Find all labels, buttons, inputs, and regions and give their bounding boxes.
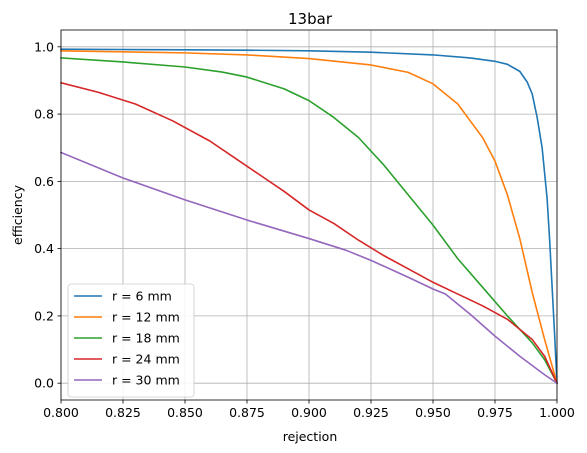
series-lines <box>59 48 559 385</box>
series-line-1 <box>60 48 558 385</box>
chart-title: 13bar <box>288 10 333 28</box>
legend-label: r = 30 mm <box>112 373 180 388</box>
series-line-3 <box>60 57 559 385</box>
y-tick-label: 0.8 <box>34 107 54 122</box>
x-tick-label: 0.825 <box>105 405 141 420</box>
series-line-2 <box>60 50 558 385</box>
y-tick-label: 0.2 <box>34 308 54 323</box>
series-line-4 <box>60 81 559 385</box>
x-tick-label: 0.800 <box>43 405 79 420</box>
x-tick-label: 0.925 <box>353 405 389 420</box>
legend-box <box>67 283 195 398</box>
x-tick-label: 0.975 <box>477 405 513 420</box>
y-axis-label: efficiency <box>10 184 25 245</box>
y-tick-label: 1.0 <box>34 39 54 54</box>
x-tick-label: 0.900 <box>291 405 327 420</box>
legend-label: r = 6 mm <box>112 289 172 304</box>
y-tick-label: 0.4 <box>34 241 54 256</box>
y-axis-ticks: 0.0 0.2 0.4 0.6 0.8 1.0 <box>34 39 61 391</box>
legend-label: r = 24 mm <box>112 352 180 367</box>
legend: r = 6 mm r = 12 mm r = 18 mm r = 24 mm r = 3… <box>67 283 195 398</box>
x-tick-label: 0.950 <box>415 405 451 420</box>
x-tick-label: 0.850 <box>167 405 203 420</box>
series-line-5 <box>59 151 559 385</box>
x-tick-label: 1.000 <box>539 405 575 420</box>
x-axis-ticks: 0.800 0.825 0.850 0.875 0.900 0.925 0.950 0.975… <box>43 400 575 420</box>
legend-label: r = 12 mm <box>112 310 180 325</box>
y-tick-label: 0.6 <box>34 174 54 189</box>
y-tick-label: 0.0 <box>34 376 54 391</box>
x-axis-label: rejection <box>283 429 338 444</box>
x-tick-label: 0.875 <box>229 405 265 420</box>
legend-label: r = 18 mm <box>112 331 180 346</box>
